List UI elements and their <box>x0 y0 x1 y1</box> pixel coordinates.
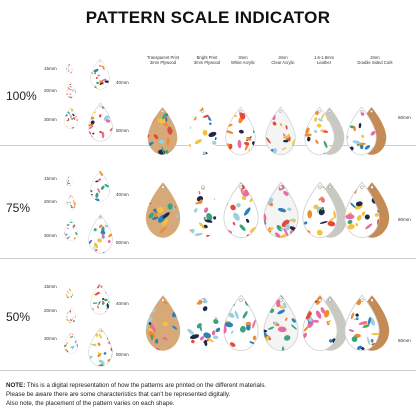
drop-material-4 <box>265 106 297 156</box>
drop-material-4 <box>263 294 299 352</box>
scale-row-100: 100% 15mm 20mm 30mm 40mm 50mm 60mm <box>0 40 416 156</box>
drop-15mm <box>66 62 74 74</box>
drop-40mm <box>90 170 111 202</box>
drop-20mm <box>66 307 77 323</box>
drop-50mm <box>87 214 113 254</box>
size-label-15mm: 15mm <box>44 284 57 289</box>
drop-leather-front <box>304 106 336 156</box>
drop-material-3 <box>223 181 259 239</box>
note-line-1: This is a digital representation of how … <box>26 382 267 389</box>
size-label-40mm: 40mm <box>116 192 129 197</box>
drop-30mm <box>64 106 78 129</box>
material-label-transparent: Transparent Print 3mm Plywood <box>146 55 180 65</box>
disclaimer-note: NOTE: This is a digital representation o… <box>6 381 410 408</box>
material-label-leather: 1.6-1.8mm Leather <box>313 55 334 65</box>
drop-15mm <box>66 287 74 299</box>
size-label-50mm: 50mm <box>116 352 129 357</box>
scale-label: 100% <box>6 89 37 103</box>
drop-material-1 <box>145 182 180 238</box>
size-label-40mm: 40mm <box>116 301 129 306</box>
size-label-60mm: 60mm <box>398 115 411 120</box>
drop-50mm <box>87 327 113 367</box>
material-label-bright: Bright Print 3mm Plywood <box>193 55 221 65</box>
size-label-30mm: 30mm <box>44 336 57 341</box>
row-divider <box>0 370 416 371</box>
size-label-30mm: 30mm <box>44 117 57 122</box>
scale-row-75: 75% 15mm 20mm 30mm 40mm 50mm 60mm <box>0 152 416 268</box>
drop-15mm <box>66 174 74 186</box>
drop-material-1 <box>145 295 180 351</box>
size-label-30mm: 30mm <box>44 233 57 238</box>
note-label: NOTE: <box>6 382 26 389</box>
size-label-15mm: 15mm <box>44 66 57 71</box>
drop-material-2 <box>185 295 220 351</box>
size-label-40mm: 40mm <box>116 80 129 85</box>
drop-leather-front <box>302 294 338 352</box>
drop-40mm <box>90 283 111 315</box>
note-line-2: Please be aware there are some character… <box>6 391 231 398</box>
material-label-clear-acrylic: 3mm Clear Acrylic <box>271 55 295 65</box>
drop-material-3 <box>225 106 257 156</box>
drop-50mm <box>87 102 113 142</box>
drop-cork-front <box>344 181 380 239</box>
size-label-60mm: 60mm <box>398 217 411 222</box>
drop-30mm <box>64 218 78 241</box>
note-line-3: Also note, the placement of the pattern … <box>6 400 175 407</box>
drop-40mm <box>90 58 111 90</box>
drop-30mm <box>64 331 78 354</box>
drop-cork-front <box>344 294 380 352</box>
drop-material-2 <box>188 107 218 155</box>
material-label-white-acrylic: 3mm White Acrylic <box>231 55 255 65</box>
size-label-60mm: 60mm <box>398 338 411 343</box>
size-label-20mm: 20mm <box>44 88 57 93</box>
drop-material-4 <box>263 181 299 239</box>
size-label-20mm: 20mm <box>44 308 57 313</box>
drop-material-3 <box>223 294 259 352</box>
size-label-20mm: 20mm <box>44 199 57 204</box>
drop-20mm <box>66 194 77 210</box>
material-label-cork: 2mm Double Sided Cork <box>357 55 393 65</box>
drop-leather-front <box>302 181 338 239</box>
page-title: PATTERN SCALE INDICATOR <box>85 8 331 27</box>
scale-row-50: 50% 15mm 20mm 30mm 40mm 50mm 60mm <box>0 265 416 381</box>
drop-material-1 <box>148 107 178 155</box>
drop-material-2 <box>185 182 220 238</box>
size-label-15mm: 15mm <box>44 176 57 181</box>
drop-20mm <box>66 82 77 98</box>
drop-cork-front <box>346 106 378 156</box>
scale-label: 75% <box>6 201 31 215</box>
row-divider <box>0 258 416 259</box>
size-label-50mm: 50mm <box>116 128 129 133</box>
size-label-50mm: 50mm <box>116 240 129 245</box>
scale-label: 50% <box>6 310 31 324</box>
